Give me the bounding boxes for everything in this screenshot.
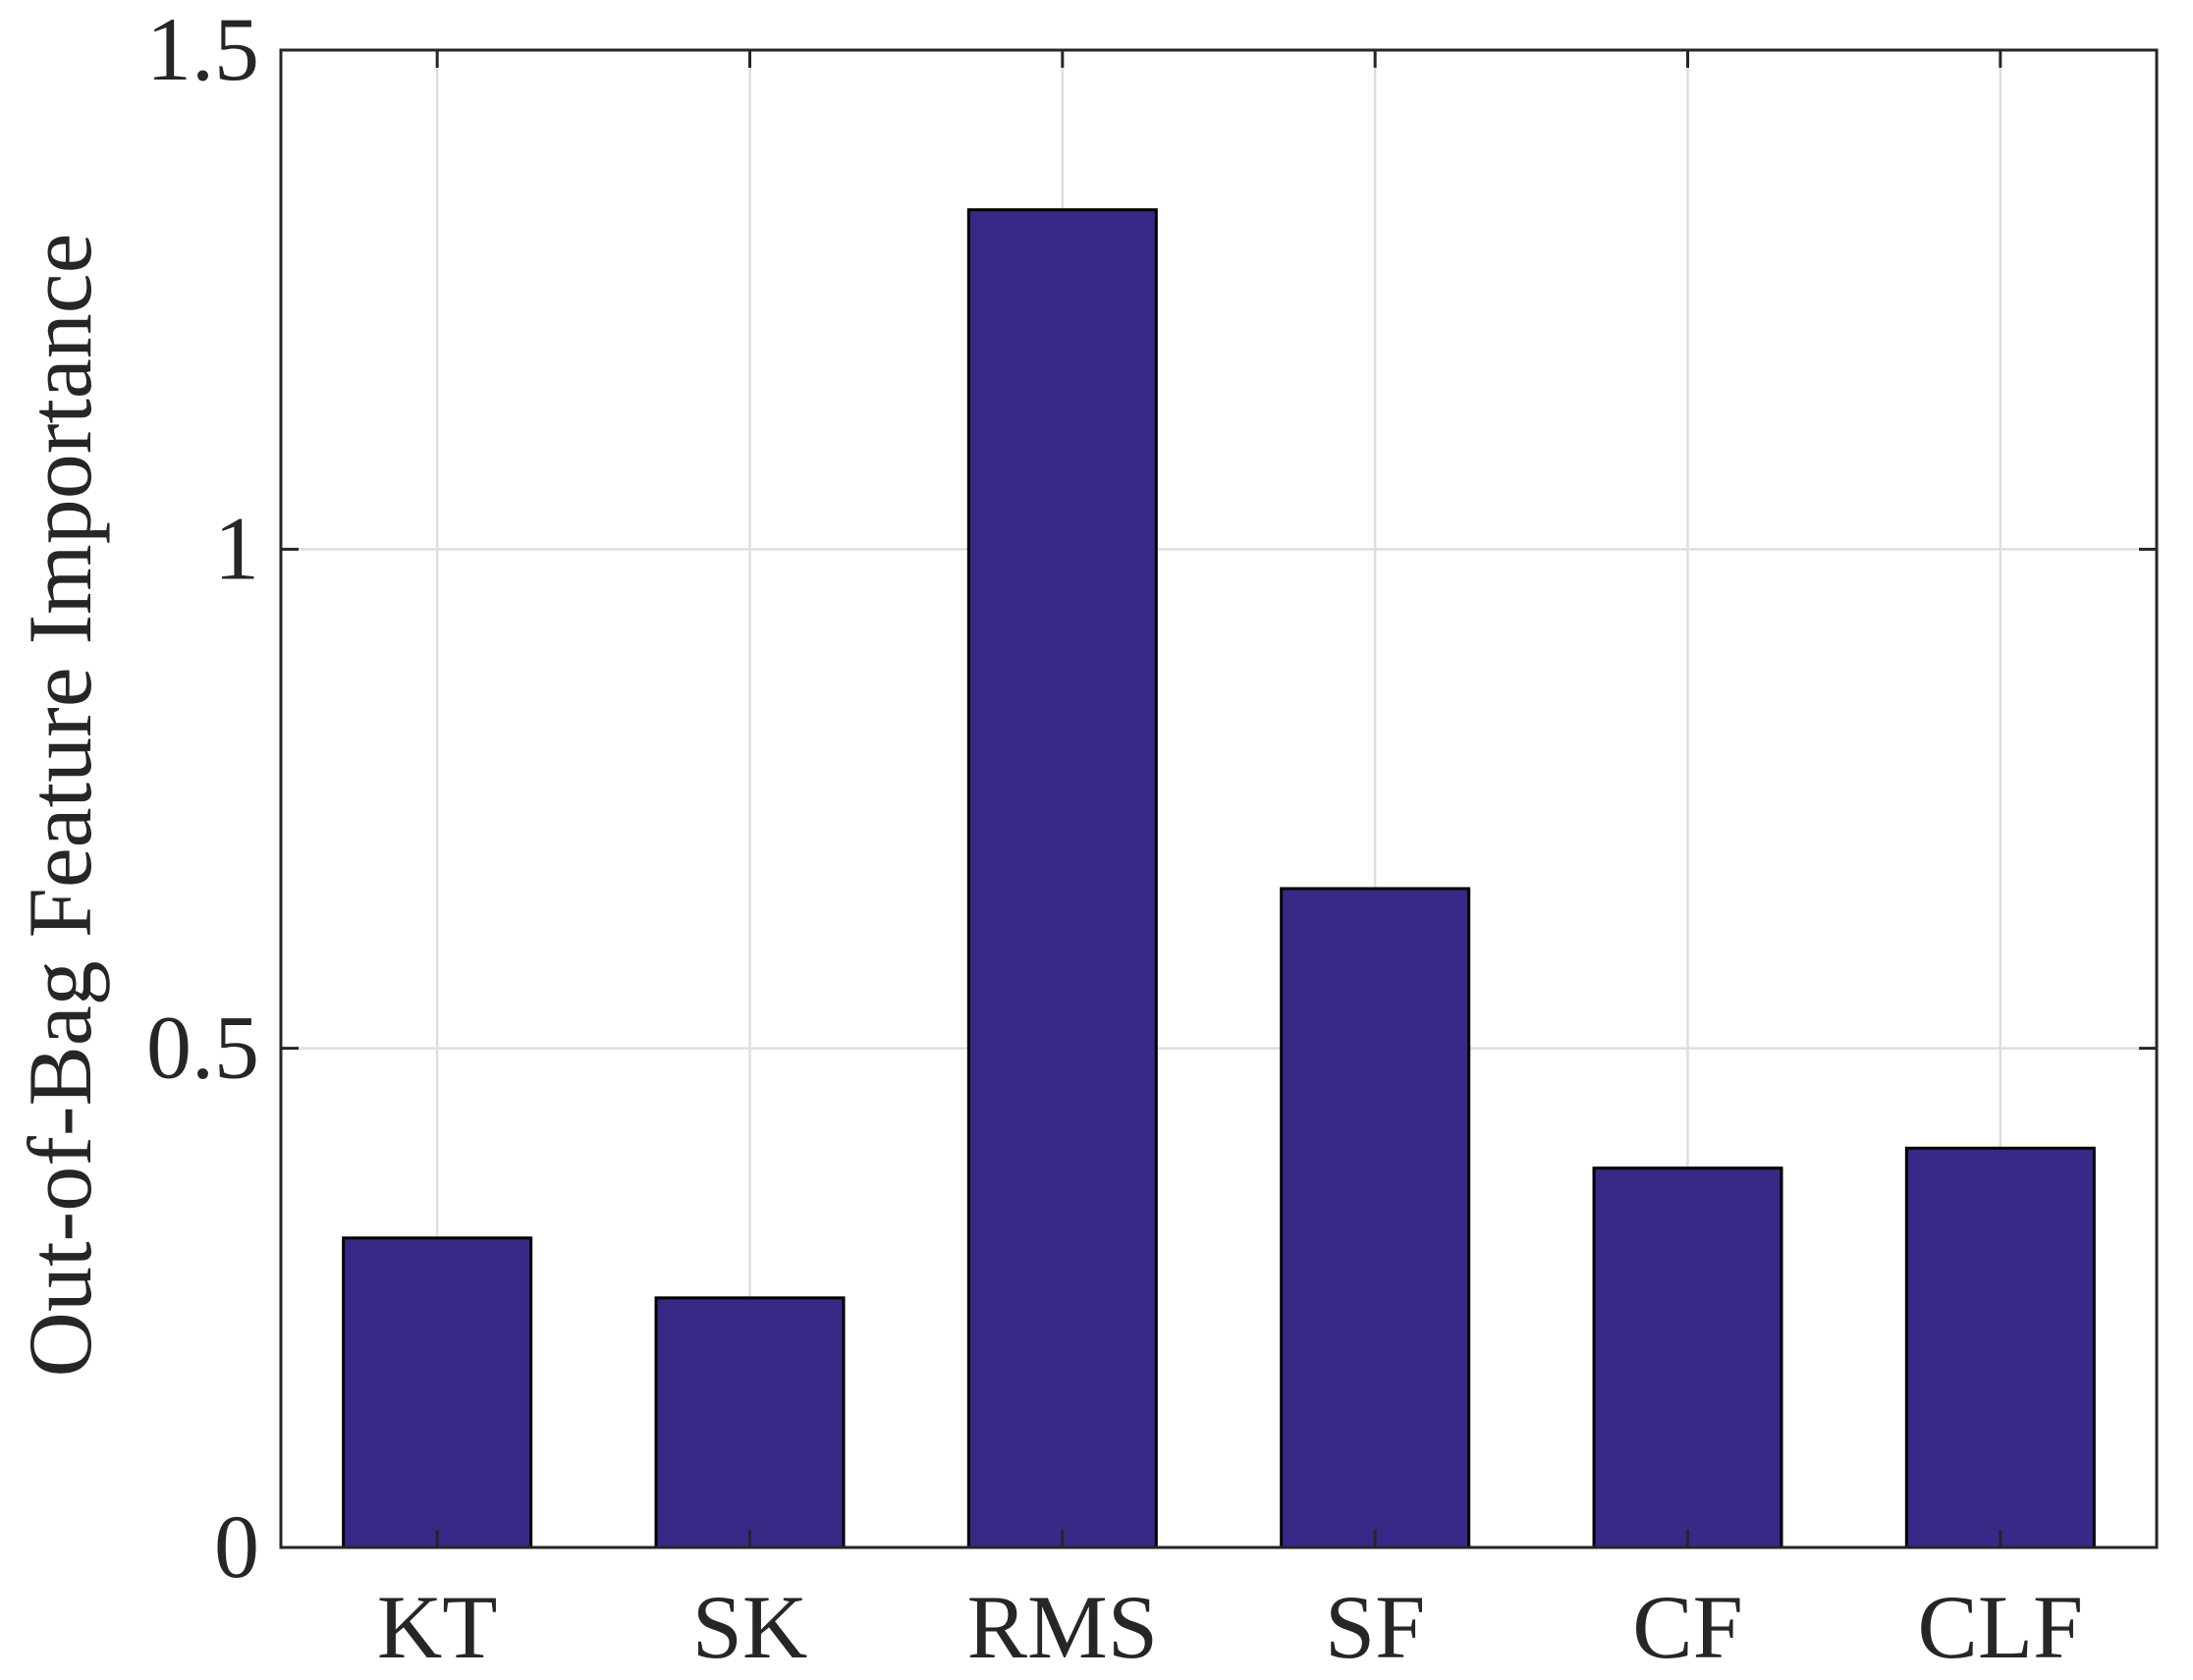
y-tick-label: 0.5 bbox=[146, 998, 259, 1098]
bar-sf bbox=[1280, 887, 1471, 1549]
grid-lines bbox=[281, 48, 2157, 1549]
x-tick-label: SK bbox=[692, 1577, 808, 1677]
y-tick-label: 0 bbox=[214, 1496, 259, 1597]
bars bbox=[342, 208, 2096, 1549]
axis-ticks bbox=[281, 48, 2157, 1549]
x-tick-label: RMS bbox=[967, 1577, 1158, 1677]
bar-cf bbox=[1592, 1166, 1783, 1549]
y-axis-title: Out-of-Bag Feature Importance bbox=[10, 234, 110, 1378]
bar-sk bbox=[654, 1296, 846, 1549]
y-tick-labels: 0 0.5 1 1.5 bbox=[146, 0, 259, 1597]
x-tick-label: SF bbox=[1325, 1577, 1425, 1677]
y-tick-label: 1.5 bbox=[146, 0, 259, 99]
bar-rms bbox=[966, 208, 1158, 1549]
x-tick-labels: KT SK RMS SF CF CLF bbox=[377, 1577, 2083, 1677]
bar-clf bbox=[1904, 1146, 2096, 1549]
y-tick-label: 1 bbox=[214, 498, 259, 598]
x-tick-label: CLF bbox=[1917, 1577, 2083, 1677]
x-tick-label: CF bbox=[1632, 1577, 1743, 1677]
plot-frame bbox=[279, 48, 2159, 1549]
x-tick-label: KT bbox=[377, 1577, 498, 1677]
bar-kt bbox=[342, 1236, 533, 1549]
